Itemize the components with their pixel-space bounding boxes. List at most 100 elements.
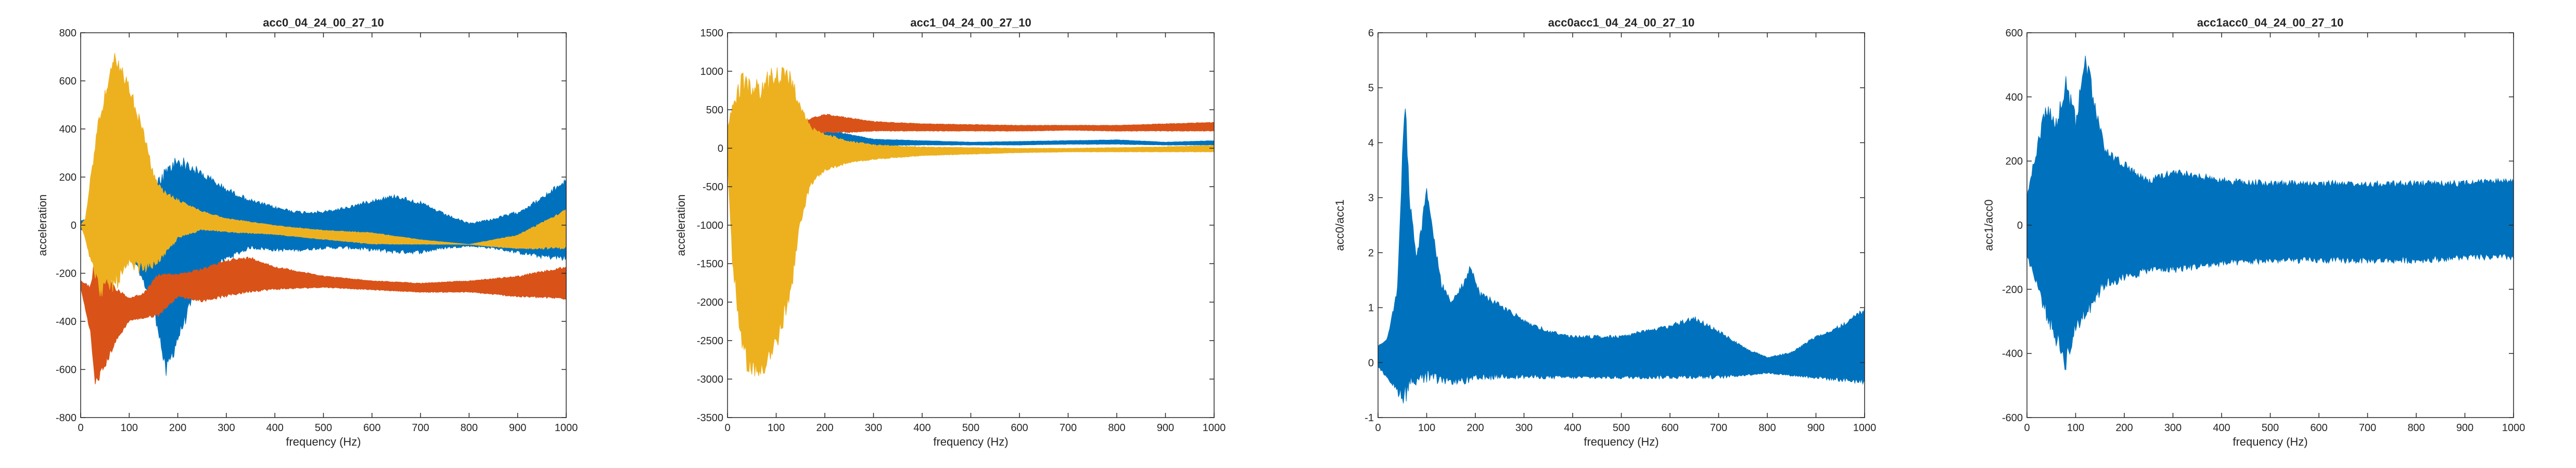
y-tick-label: -500: [703, 181, 723, 193]
axes-box: [727, 32, 1215, 418]
y-tick-label: 600: [2006, 28, 2023, 39]
chart-title: acc1acc0_04_24_00_27_10: [2197, 16, 2343, 29]
x-tick-label: 100: [121, 422, 138, 434]
y-tick-label: -2500: [697, 335, 723, 347]
series-2-band: [728, 113, 1214, 137]
chart-title: acc0acc1_04_24_00_27_10: [1548, 16, 1694, 29]
y-tick-label: -1500: [697, 258, 723, 270]
y-tick-label: 400: [59, 124, 76, 135]
x-tick-label: 100: [1418, 422, 1435, 434]
y-tick-label: -400: [2002, 348, 2023, 360]
y-tick-label: -1000: [697, 220, 723, 231]
x-tick-label: 1000: [2502, 422, 2526, 434]
series-1-band: [1378, 108, 1865, 404]
x-tick-label: 1000: [1853, 422, 1877, 434]
x-tick-label: 900: [1157, 422, 1174, 434]
x-tick-label: 300: [2164, 422, 2182, 434]
y-tick-label: -200: [56, 268, 76, 280]
x-tick-label: 0: [724, 422, 730, 434]
x-tick-label: 700: [2359, 422, 2376, 434]
x-tick-label: 1000: [1203, 422, 1226, 434]
y-tick-label: 200: [2006, 156, 2023, 167]
x-tick-label: 300: [865, 422, 882, 434]
x-tick-label: 500: [962, 422, 979, 434]
x-tick-label: 600: [363, 422, 380, 434]
x-axis-label: frequency (Hz): [1584, 435, 1659, 448]
series-3-band: [81, 53, 566, 296]
y-tick-label: 600: [59, 76, 76, 87]
y-tick-label: 0: [71, 220, 76, 231]
x-tick-label: 500: [315, 422, 332, 434]
y-tick-label: -2000: [697, 297, 723, 308]
x-tick-label: 800: [1758, 422, 1776, 434]
x-tick-label: 600: [1661, 422, 1678, 434]
y-tick-label: -1: [1364, 412, 1374, 424]
y-tick-label: 1500: [700, 28, 724, 39]
plot-area: [1378, 108, 1865, 404]
y-tick-label: -600: [2002, 412, 2023, 424]
x-tick-label: 200: [169, 422, 186, 434]
x-tick-label: 800: [2407, 422, 2425, 434]
x-tick-label: 100: [2067, 422, 2084, 434]
y-tick-label: 500: [706, 105, 723, 116]
series-2-band: [81, 256, 566, 384]
chart-title: acc0_04_24_00_27_10: [263, 16, 384, 29]
x-tick-label: 400: [1564, 422, 1581, 434]
y-tick-label: -400: [56, 316, 76, 328]
x-tick-label: 400: [266, 422, 284, 434]
x-tick-label: 800: [461, 422, 478, 434]
x-tick-label: 900: [1807, 422, 1825, 434]
y-tick-label: 400: [2006, 92, 2023, 103]
x-tick-label: 500: [1613, 422, 1630, 434]
y-axis-label: acceleration: [36, 194, 49, 256]
plot-area: [81, 53, 566, 384]
x-tick-label: 700: [1710, 422, 1727, 434]
chart-2: 0 100 200 300 400 500 600 700 800 900 1000 -3500 -30…: [674, 16, 1226, 448]
x-tick-label: 400: [913, 422, 930, 434]
x-tick-label: 300: [218, 422, 235, 434]
x-axis-label: frequency (Hz): [286, 435, 361, 448]
x-tick-label: 200: [2115, 422, 2133, 434]
y-tick-label: 200: [59, 172, 76, 184]
y-tick-label: 0: [1368, 357, 1374, 369]
x-axis-label: frequency (Hz): [2233, 435, 2307, 448]
y-tick-label: 2: [1368, 248, 1374, 259]
x-tick-label: 400: [2213, 422, 2230, 434]
y-tick-label: 3: [1368, 192, 1374, 204]
y-tick-label: 4: [1368, 137, 1374, 149]
y-tick-label: -800: [56, 412, 76, 424]
chart-3: 0 100 200 300 400 500 600 700 800 900 1000-1012345…: [1333, 16, 1876, 448]
y-axis-label: acc0/acc1: [1333, 199, 1346, 251]
x-tick-label: 200: [816, 422, 833, 434]
y-tick-label: 1: [1368, 303, 1374, 314]
x-axis-label: frequency (Hz): [933, 435, 1008, 448]
chart-1: 0 100 200 300 400 500 600 700 800 900 1000 -800 -600…: [36, 16, 578, 448]
y-tick-label: 6: [1368, 28, 1374, 39]
y-tick-label: -3500: [697, 412, 723, 424]
y-axis-label: acceleration: [674, 194, 687, 256]
y-tick-label: -600: [56, 365, 76, 376]
x-tick-label: 200: [1466, 422, 1484, 434]
x-tick-label: 300: [1515, 422, 1533, 434]
x-tick-label: 900: [2456, 422, 2473, 434]
y-axis-label: acc1/acc0: [1982, 199, 1995, 251]
x-tick-label: 800: [1108, 422, 1125, 434]
x-tick-label: 100: [768, 422, 785, 434]
x-tick-label: 600: [1011, 422, 1028, 434]
y-tick-label: -200: [2002, 284, 2023, 295]
x-tick-label: 700: [412, 422, 429, 434]
y-tick-label: -3000: [697, 374, 723, 385]
x-tick-label: 900: [509, 422, 526, 434]
x-tick-label: 500: [2262, 422, 2279, 434]
y-tick-label: 5: [1368, 83, 1374, 94]
chart-title: acc1_04_24_00_27_10: [910, 16, 1031, 29]
x-tick-label: 0: [1375, 422, 1381, 434]
y-tick-label: 0: [2017, 220, 2023, 231]
series-1-band: [2027, 56, 2514, 370]
x-tick-label: 600: [2310, 422, 2327, 434]
x-tick-label: 700: [1060, 422, 1077, 434]
x-tick-label: 1000: [555, 422, 578, 434]
x-tick-label: 0: [78, 422, 83, 434]
y-tick-label: 1000: [700, 66, 724, 77]
